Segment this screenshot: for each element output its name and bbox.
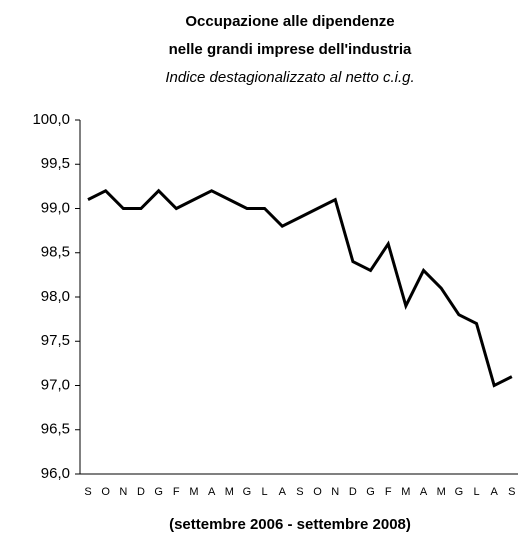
x-tick-label: A [279,486,287,498]
x-tick-label: A [491,486,499,498]
x-tick-label: L [473,486,479,498]
x-tick-label: G [366,486,375,498]
x-tick-label: F [385,486,392,498]
x-tick-label: D [349,486,357,498]
x-tick-label: N [331,486,339,498]
y-tick-label: 97,0 [41,376,70,393]
x-tick-label: G [154,486,163,498]
x-axis-label: (settembre 2006 - settembre 2008) [169,516,411,533]
x-tick-label: O [313,486,322,498]
y-tick-label: 97,5 [41,332,70,349]
x-tick-label: G [455,486,464,498]
x-tick-label: D [137,486,145,498]
y-tick-label: 96,0 [41,465,70,482]
x-tick-label: M [437,486,446,498]
x-tick-label: M [225,486,234,498]
chart-title: Occupazione alle dipendenze [185,13,394,30]
line [87,188,513,388]
x-tick-label: A [420,486,428,498]
y-tick-label: 99,0 [41,199,70,216]
x-tick-label: G [243,486,252,498]
y-tick-label: 99,5 [41,155,70,172]
x-tick-label: A [208,486,216,498]
x-tick-label: N [119,486,127,498]
x-tick-label: F [173,486,180,498]
x-tick-label: S [296,486,303,498]
x-tick-label: O [101,486,110,498]
x-tick-label: M [189,486,198,498]
chart-title: nelle grandi imprese dell'industria [169,41,412,58]
x-tick-label: L [262,486,268,498]
y-tick-label: 96,5 [41,421,70,438]
x-tick-label: M [401,486,410,498]
y-tick-label: 100,0 [32,111,70,128]
chart-subtitle: Indice destagionalizzato al netto c.i.g. [165,69,414,86]
y-tick-label: 98,5 [41,244,70,261]
x-tick-label: S [508,486,515,498]
x-tick-label: S [84,486,91,498]
y-tick-label: 98,0 [41,288,70,305]
